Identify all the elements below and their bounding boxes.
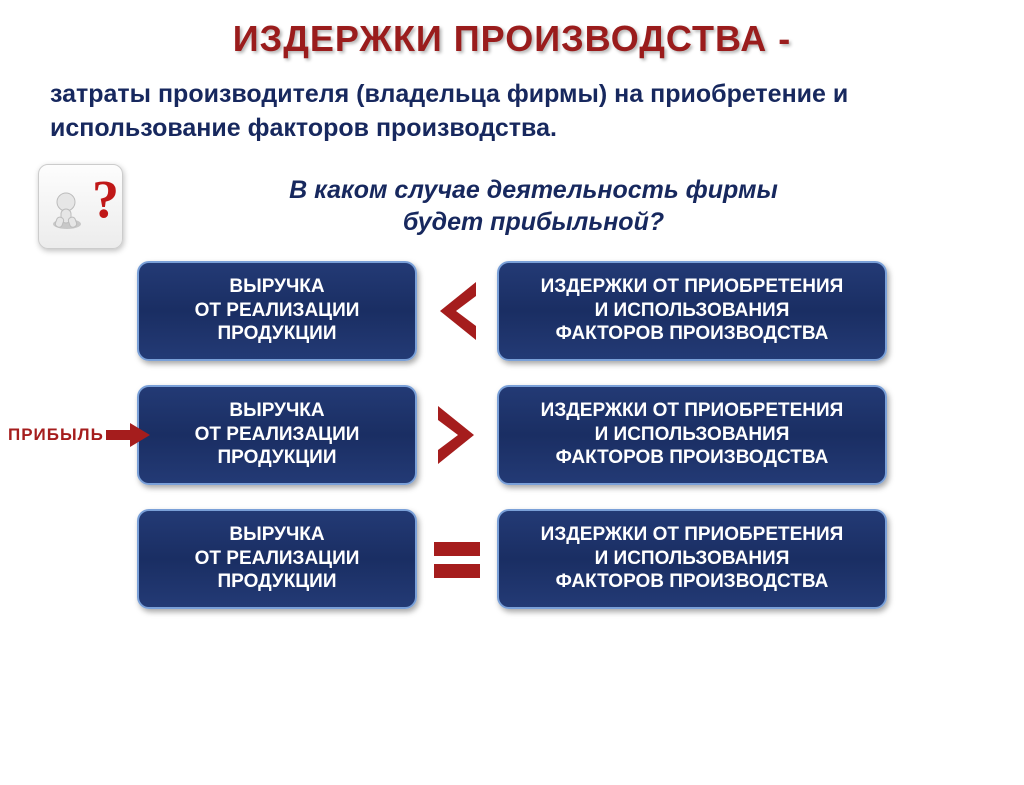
question-row: ? В каком случае деятельность фирмы буде… (38, 164, 1024, 249)
equals-icon (417, 524, 497, 594)
costs-box: ИЗДЕРЖКИ ОТ ПРИОБРЕТЕНИЯИ ИСПОЛЬЗОВАНИЯФ… (497, 261, 887, 361)
svg-text:?: ? (92, 169, 119, 229)
question-mark-icon: ? (38, 164, 123, 249)
row-lt: ВЫРУЧКАОТ РЕАЛИЗАЦИИПРОДУКЦИИ ИЗДЕРЖКИ О… (0, 261, 1024, 361)
definition-text: затраты производителя (владельца фирмы) … (50, 78, 974, 146)
question-line2: будет прибыльной? (403, 208, 664, 236)
row-gt: ПРИБЫЛЬ ВЫРУЧКАОТ РЕАЛИЗАЦИИПРОДУКЦИИ ИЗ… (0, 385, 1024, 485)
revenue-box: ВЫРУЧКАОТ РЕАЛИЗАЦИИПРОДУКЦИИ (137, 385, 417, 485)
costs-box: ИЗДЕРЖКИ ОТ ПРИОБРЕТЕНИЯИ ИСПОЛЬЗОВАНИЯФ… (497, 385, 887, 485)
row-eq: ВЫРУЧКАОТ РЕАЛИЗАЦИИПРОДУКЦИИ ИЗДЕРЖКИ О… (0, 509, 1024, 609)
costs-box: ИЗДЕРЖКИ ОТ ПРИОБРЕТЕНИЯИ ИСПОЛЬЗОВАНИЯФ… (497, 509, 887, 609)
page-title: ИЗДЕРЖКИ ПРОИЗВОДСТВА - (0, 18, 1024, 60)
revenue-box: ВЫРУЧКАОТ РЕАЛИЗАЦИИПРОДУКЦИИ (137, 509, 417, 609)
less-than-icon (417, 276, 497, 346)
question-text: В каком случае деятельность фирмы будет … (123, 174, 944, 239)
profit-label: ПРИБЫЛЬ (8, 425, 104, 445)
question-line1: В каком случае деятельность фирмы (289, 176, 778, 204)
revenue-box: ВЫРУЧКАОТ РЕАЛИЗАЦИИПРОДУКЦИИ (137, 261, 417, 361)
greater-than-icon (417, 400, 497, 470)
arrow-right-icon (106, 421, 150, 449)
comparison-rows: ВЫРУЧКАОТ РЕАЛИЗАЦИИПРОДУКЦИИ ИЗДЕРЖКИ О… (0, 261, 1024, 609)
profit-indicator: ПРИБЫЛЬ (8, 421, 150, 449)
